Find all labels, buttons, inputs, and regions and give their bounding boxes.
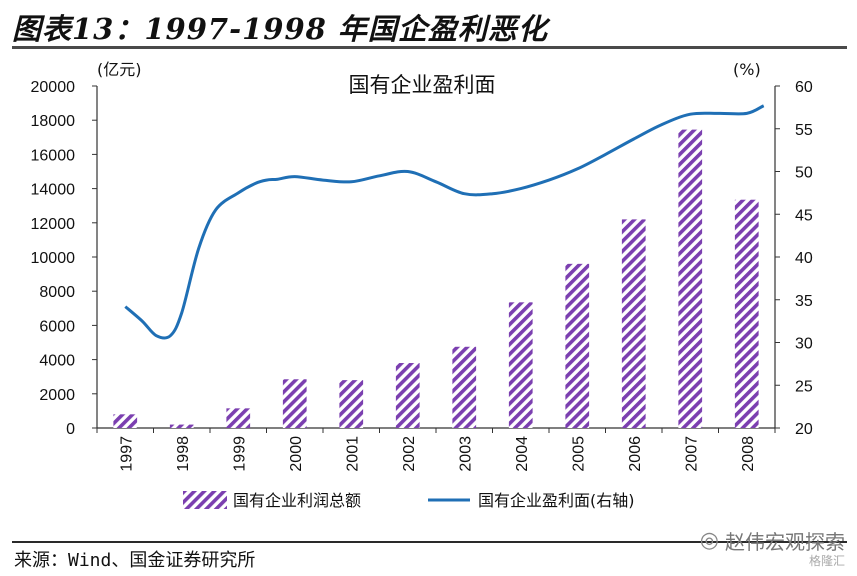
left-tick-label: 4000 bbox=[39, 353, 75, 370]
legend-line-label: 国有企业盈利面(右轴) bbox=[478, 491, 635, 510]
left-tick-label: 12000 bbox=[31, 216, 76, 233]
bar bbox=[169, 424, 194, 428]
left-tick-label: 2000 bbox=[39, 387, 75, 404]
right-tick-label: 50 bbox=[795, 165, 813, 182]
left-tick-label: 20000 bbox=[31, 79, 76, 96]
right-tick-label: 35 bbox=[795, 293, 813, 310]
watermark-text: 赵伟宏观探索 bbox=[725, 530, 845, 554]
bar bbox=[113, 414, 138, 428]
left-axis-unit: (亿元) bbox=[97, 60, 142, 79]
wechat-icon: ◎ bbox=[699, 528, 719, 553]
left-tick-label: 8000 bbox=[39, 284, 75, 301]
x-tick-label: 2001 bbox=[344, 436, 361, 472]
x-tick-label: 2003 bbox=[457, 436, 474, 472]
left-tick-label: 18000 bbox=[31, 113, 76, 130]
bar bbox=[508, 302, 533, 428]
x-tick-label: 2004 bbox=[514, 436, 531, 472]
right-tick-label: 55 bbox=[795, 122, 813, 139]
x-tick-label: 2008 bbox=[740, 436, 757, 472]
left-tick-label: 16000 bbox=[31, 147, 76, 164]
x-tick-label: 2002 bbox=[401, 436, 418, 472]
right-tick-label: 25 bbox=[795, 378, 813, 395]
bar bbox=[621, 219, 646, 428]
legend: 国有企业利润总额 国有企业盈利面(右轴) bbox=[183, 491, 635, 510]
left-tick-label: 10000 bbox=[31, 250, 76, 267]
bar bbox=[282, 379, 307, 428]
source-note: 来源：Wind、国金证券研究所 bbox=[14, 550, 256, 571]
axes: 0 2000 4000 6000 8000 10000 12000 14000 16000 180… bbox=[31, 79, 813, 472]
x-tick-label: 2007 bbox=[683, 436, 700, 472]
bar bbox=[226, 408, 251, 428]
bar bbox=[452, 346, 477, 428]
x-tick-label: 2000 bbox=[288, 436, 305, 472]
watermark: ◎ 赵伟宏观探索 bbox=[700, 526, 845, 555]
right-axis-unit: (%) bbox=[733, 60, 761, 79]
bar-series bbox=[113, 129, 759, 429]
bottom-rule bbox=[12, 541, 847, 543]
bar bbox=[395, 363, 420, 428]
left-tick-label: 0 bbox=[66, 421, 75, 438]
right-tick-label: 40 bbox=[795, 250, 813, 267]
left-tick-label: 14000 bbox=[31, 182, 76, 199]
x-tick-label: 2006 bbox=[627, 436, 644, 472]
right-tick-label: 45 bbox=[795, 207, 813, 224]
bar bbox=[678, 129, 703, 429]
bar bbox=[734, 199, 759, 428]
right-tick-label: 30 bbox=[795, 336, 813, 353]
x-tick-label: 1998 bbox=[175, 436, 192, 472]
x-tick-label: 1999 bbox=[231, 436, 248, 472]
watermark-sub: 格隆汇 bbox=[808, 554, 845, 568]
profit-ratio-line bbox=[124, 104, 765, 340]
left-tick-label: 6000 bbox=[39, 318, 75, 335]
bar bbox=[339, 380, 364, 428]
right-tick-label: 60 bbox=[795, 79, 813, 96]
line-series bbox=[124, 104, 765, 340]
figure-title: 图表13：1997-1998 年国企盈利恶化 bbox=[12, 12, 548, 46]
x-tick-label: 1997 bbox=[118, 436, 135, 472]
x-tick-label: 2005 bbox=[570, 436, 587, 472]
bar bbox=[565, 263, 590, 428]
chart-title: 国有企业盈利面 bbox=[349, 73, 496, 97]
legend-bar-swatch bbox=[183, 491, 227, 509]
legend-bar-label: 国有企业利润总额 bbox=[233, 491, 361, 510]
right-tick-label: 20 bbox=[795, 421, 813, 438]
title-rule bbox=[12, 46, 847, 49]
